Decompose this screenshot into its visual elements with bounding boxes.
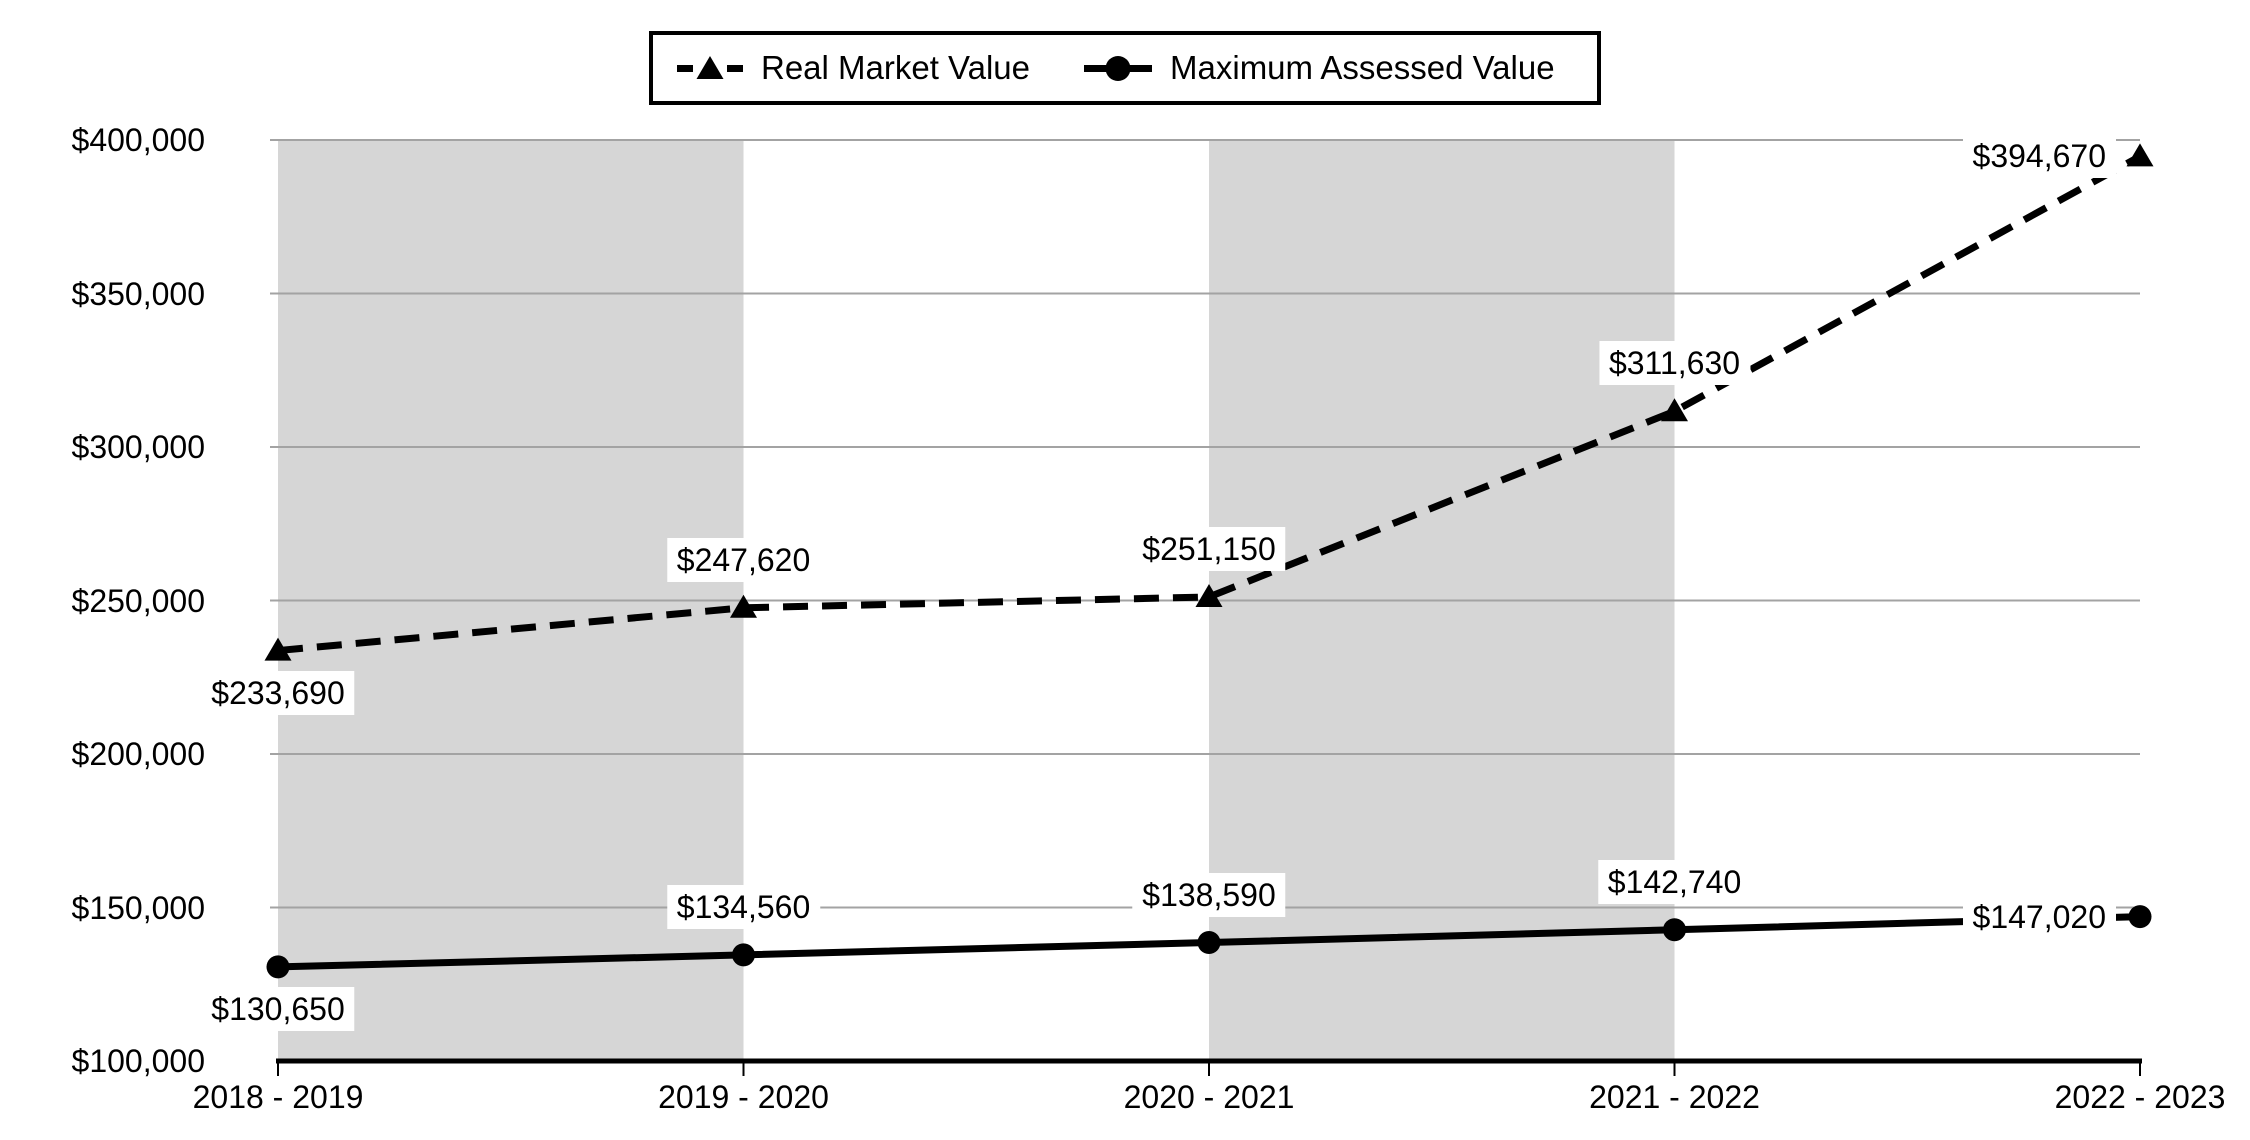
data-label: $247,620: [666, 537, 821, 582]
y-axis-tick-label: $150,000: [71, 889, 205, 926]
y-axis-tick-label: $300,000: [71, 429, 205, 465]
y-axis-tick-label: $100,000: [71, 1043, 205, 1079]
data-label: $311,630: [1598, 341, 1751, 386]
dashed-line-triangle-marker-icon: [677, 56, 743, 79]
x-axis-tick-label: 2018 - 2019: [192, 1079, 364, 1115]
circle-marker: [266, 955, 290, 979]
legend: Real Market Value Maximum Assessed Value: [649, 31, 1601, 105]
data-label: $134,560: [666, 884, 821, 929]
data-label: $251,150: [1132, 526, 1286, 571]
triangle-marker: [1661, 398, 1688, 422]
circle-marker: [2128, 905, 2152, 929]
triangle-marker: [2126, 143, 2154, 167]
legend-item-maximum-assessed-value: Maximum Assessed Value: [1084, 51, 1555, 86]
y-axis-tick-label: $200,000: [71, 736, 205, 772]
legend-label-real-market-value: Real Market Value: [761, 48, 1031, 86]
data-label: $233,690: [201, 670, 355, 715]
x-axis-tick-label: 2021 - 2022: [1589, 1079, 1760, 1115]
data-label: $147,020: [1962, 894, 2116, 939]
x-axis-tick-label: 2022 - 2023: [2054, 1079, 2226, 1115]
solid-line-circle-marker-icon: [1084, 56, 1153, 81]
x-axis-tick-label: 2020 - 2021: [1123, 1079, 1295, 1115]
triangle-marker: [730, 594, 757, 618]
y-axis-tick-label: $350,000: [71, 275, 205, 312]
legend-item-real-market-value: Real Market Value: [677, 51, 1030, 86]
legend-label-maximum-assessed-value: Maximum Assessed Value: [1170, 48, 1555, 86]
data-label: $394,670: [1962, 134, 2116, 179]
circle-marker: [1197, 931, 1221, 955]
data-label: $138,590: [1132, 872, 1286, 917]
x-axis-tick-label: 2019 - 2020: [658, 1079, 829, 1115]
circle-marker: [1663, 918, 1686, 942]
series-line-dashed: [277, 153, 2142, 655]
circle-marker: [732, 943, 755, 967]
data-label: $142,740: [1597, 859, 1752, 904]
triangle-marker: [264, 637, 292, 661]
data-label: $130,650: [201, 986, 355, 1031]
y-axis-tick-label: $400,000: [71, 122, 205, 158]
y-axis-tick-label: $250,000: [71, 582, 205, 619]
triangle-marker: [1195, 583, 1223, 607]
